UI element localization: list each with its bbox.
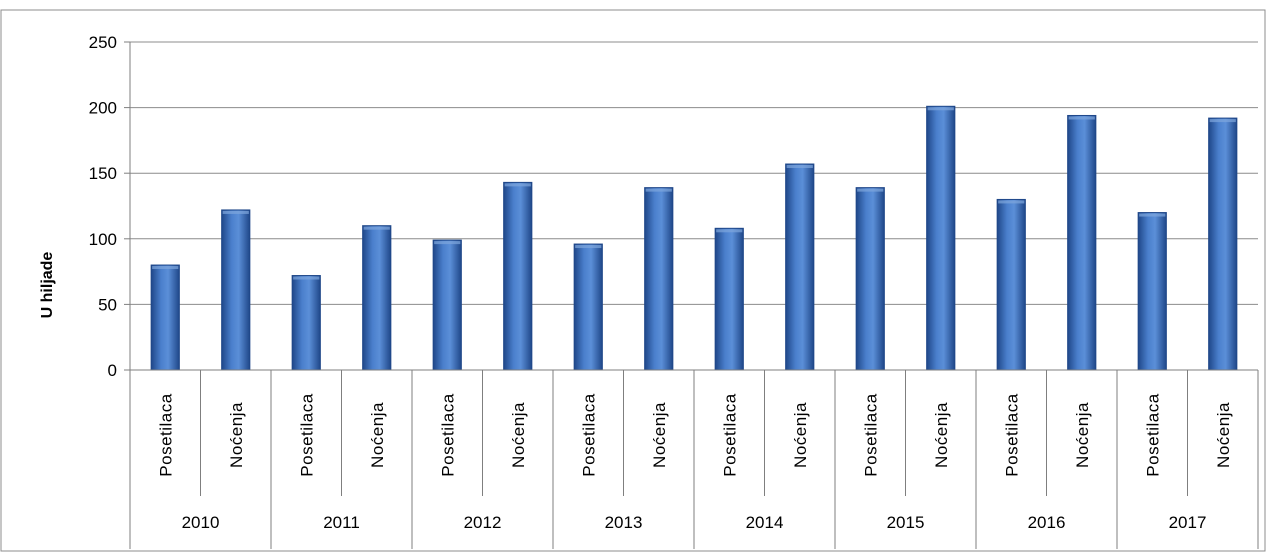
x-category-label: Posetilaca (720, 393, 739, 476)
bar-highlight (504, 183, 531, 187)
x-axis: Posetilaca Noćenja Posetilaca Noćenja Poseti… (129, 42, 1259, 549)
bar-highlight (293, 276, 320, 280)
x-group-label: 2016 (1028, 513, 1066, 532)
bar (926, 105, 956, 371)
x-category-label: Noćenja (368, 402, 387, 468)
x-category-label: Posetilaca (861, 393, 880, 476)
bar (432, 239, 462, 371)
x-group-label: 2010 (182, 513, 220, 532)
y-tick-label: 200 (89, 99, 117, 118)
bar (1137, 212, 1167, 371)
x-category-label: Noćenja (791, 402, 810, 468)
bar (855, 187, 885, 371)
bar (1208, 117, 1238, 371)
bars (150, 105, 1238, 371)
bar-highlight (152, 266, 179, 270)
y-axis-label: U hiljade (39, 252, 56, 319)
bar (573, 243, 603, 371)
x-group-label: 2013 (605, 513, 643, 532)
bar (1067, 114, 1097, 371)
x-group-label: 2011 (323, 513, 360, 532)
y-tick-label: 150 (89, 164, 117, 183)
x-group-label: 2014 (746, 513, 784, 532)
x-group-label: 2017 (1169, 513, 1207, 532)
bar-highlight (1139, 213, 1166, 217)
bar-highlight (1068, 116, 1095, 120)
x-group-label: 2015 (887, 513, 925, 532)
bar (996, 198, 1026, 371)
x-category-label: Posetilaca (1002, 393, 1021, 476)
x-category-label: Noćenja (650, 402, 669, 468)
x-category-label: Posetilaca (156, 393, 175, 476)
bar (644, 187, 674, 371)
bar-highlight (857, 188, 884, 192)
bar (291, 275, 321, 371)
bar-highlight (222, 210, 249, 214)
y-tick-label: 50 (98, 295, 117, 314)
bar-highlight (716, 229, 743, 233)
bar-highlight (575, 245, 602, 249)
x-category-label: Posetilaca (579, 393, 598, 476)
bar (785, 163, 815, 371)
y-axis-ticks: 0 50 100 150 200 250 (89, 33, 130, 380)
x-category-label: Noćenja (227, 402, 246, 468)
x-category-label: Noćenja (509, 402, 528, 468)
y-tick-label: 0 (108, 361, 117, 380)
bar (714, 227, 744, 371)
x-category-label: Noćenja (932, 402, 951, 468)
bar-highlight (1209, 119, 1236, 123)
bar (503, 181, 533, 371)
bar (362, 225, 392, 371)
x-category-label: Noćenja (1214, 402, 1233, 468)
bar (221, 209, 251, 371)
y-tick-label: 250 (89, 33, 117, 52)
bar-highlight (645, 188, 672, 192)
bar-highlight (786, 165, 813, 169)
bar-highlight (434, 241, 461, 245)
x-category-label: Posetilaca (438, 393, 457, 476)
x-category-label: Posetilaca (297, 393, 316, 476)
bar (150, 264, 180, 371)
y-tick-label: 100 (89, 230, 117, 249)
bar-highlight (363, 226, 390, 230)
bar-highlight (998, 200, 1025, 204)
x-category-label: Noćenja (1073, 402, 1092, 468)
x-category-label: Posetilaca (1143, 393, 1162, 476)
bar-highlight (927, 107, 954, 111)
chart-frame (0, 9, 1266, 552)
x-group-label: 2012 (464, 513, 502, 532)
